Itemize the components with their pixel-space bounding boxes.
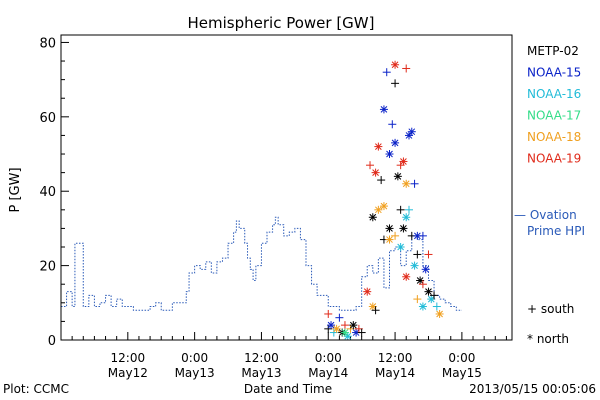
footer-left: Plot: CCMC	[3, 382, 69, 396]
north-point-noaa-16	[396, 243, 405, 252]
south-point-noaa-16	[404, 205, 413, 214]
x-tick-date: May12	[108, 366, 148, 380]
legend-ovation-line2: Prime HPI	[527, 224, 585, 238]
x-axis-ticks: 12:00May120:00May1312:00May130:00May1412…	[60, 332, 507, 380]
legend-item-noaa-16: NOAA-16	[527, 87, 581, 101]
south-point-noaa-19	[418, 280, 427, 289]
ovation-hpi-line	[61, 216, 462, 311]
legend: METP-02 NOAA-15 NOAA-16 NOAA-17 NOAA-18 NOAA-…	[527, 44, 581, 166]
north-point-noaa-19	[391, 60, 400, 69]
x-tick-time: 12:00	[111, 351, 146, 365]
south-point-noaa-19	[324, 309, 333, 318]
north-point-metp-02	[393, 172, 402, 181]
south-point-metp-02	[371, 306, 380, 315]
south-point-noaa-15	[418, 231, 427, 240]
south-point-metp-02	[413, 250, 422, 259]
x-tick-date: May13	[175, 366, 215, 380]
north-point-noaa-18	[374, 205, 383, 214]
south-point-metp-02	[357, 328, 366, 337]
x-tick-date: May15	[442, 366, 482, 380]
x-tick-time: 0:00	[181, 351, 208, 365]
north-point-metp-02	[399, 224, 408, 233]
x-tick-date: May14	[308, 366, 348, 380]
x-axis-label: Date and Time	[244, 382, 332, 396]
north-point-noaa-15	[379, 105, 388, 114]
x-tick-time: 0:00	[448, 351, 475, 365]
south-point-noaa-15	[382, 68, 391, 77]
south-point-noaa-18	[391, 231, 400, 240]
north-point-metp-02	[368, 213, 377, 222]
legend-marker-north: * north	[527, 332, 569, 346]
south-point-noaa-19	[366, 161, 375, 170]
y-axis-ticks: 0 20 40 60 80	[39, 36, 69, 349]
south-point-metp-02	[396, 205, 405, 214]
north-point-noaa-15	[421, 265, 430, 274]
chart-title: Hemispheric Power [GW]	[188, 14, 375, 32]
south-point-noaa-19	[340, 321, 349, 330]
south-point-noaa-19	[402, 64, 411, 73]
north-point-noaa-16	[410, 261, 419, 270]
north-point-noaa-18	[435, 309, 444, 318]
north-point-noaa-15	[391, 138, 400, 147]
plot-frame	[60, 34, 513, 341]
north-point-noaa-18	[402, 179, 411, 188]
legend-item-metp-02: METP-02	[527, 44, 579, 58]
legend-ovation-line1: — Ovation	[514, 208, 577, 222]
legend-item-noaa-17: NOAA-17	[527, 109, 581, 123]
y-tick-label: 60	[39, 111, 56, 126]
north-point-noaa-15	[385, 150, 394, 159]
south-point-noaa-15	[410, 179, 419, 188]
legend-item-noaa-18: NOAA-18	[527, 130, 581, 144]
north-point-noaa-19	[374, 142, 383, 151]
north-point-metp-02	[349, 321, 358, 330]
south-point-noaa-19	[424, 250, 433, 259]
x-tick-time: 0:00	[315, 351, 342, 365]
south-point-noaa-15	[388, 120, 397, 129]
north-point-noaa-16	[418, 302, 427, 311]
north-point-metp-02	[385, 224, 394, 233]
x-tick-time: 12:00	[378, 351, 413, 365]
south-point-metp-02	[430, 291, 439, 300]
north-point-noaa-18	[332, 324, 341, 333]
y-tick-label: 20	[39, 260, 56, 275]
south-point-noaa-15	[335, 313, 344, 322]
north-point-noaa-18	[368, 302, 377, 311]
legend-item-noaa-15: NOAA-15	[527, 66, 581, 80]
footer-right: 2013/05/15 00:05:06	[469, 382, 596, 396]
y-tick-label: 0	[48, 334, 56, 349]
legend-marker-south: + south	[527, 302, 574, 316]
north-point-noaa-16	[402, 213, 411, 222]
north-point-noaa-17	[340, 328, 349, 337]
y-axis-label: P [GW]	[8, 167, 23, 212]
north-point-noaa-15	[404, 131, 413, 140]
x-tick-time: 12:00	[244, 351, 279, 365]
south-point-noaa-16	[432, 302, 441, 311]
north-point-noaa-18	[385, 235, 394, 244]
south-point-metp-02	[391, 79, 400, 88]
legend-item-noaa-19: NOAA-19	[527, 152, 581, 166]
x-tick-date: May14	[375, 366, 415, 380]
north-point-noaa-18	[379, 202, 388, 211]
north-point-noaa-19	[402, 272, 411, 281]
x-tick-date: May13	[241, 366, 281, 380]
north-point-noaa-19	[399, 157, 408, 166]
north-point-noaa-15	[407, 127, 416, 136]
south-point-metp-02	[377, 176, 386, 185]
satellite-points	[324, 60, 444, 341]
north-point-metp-02	[424, 287, 433, 296]
north-point-noaa-19	[363, 287, 372, 296]
south-point-noaa-18	[413, 295, 422, 304]
y-tick-label: 40	[39, 185, 56, 200]
north-point-noaa-15	[327, 321, 336, 330]
north-point-noaa-19	[371, 168, 380, 177]
ovation-hpi-series	[61, 216, 462, 311]
y-tick-label: 80	[39, 36, 56, 51]
